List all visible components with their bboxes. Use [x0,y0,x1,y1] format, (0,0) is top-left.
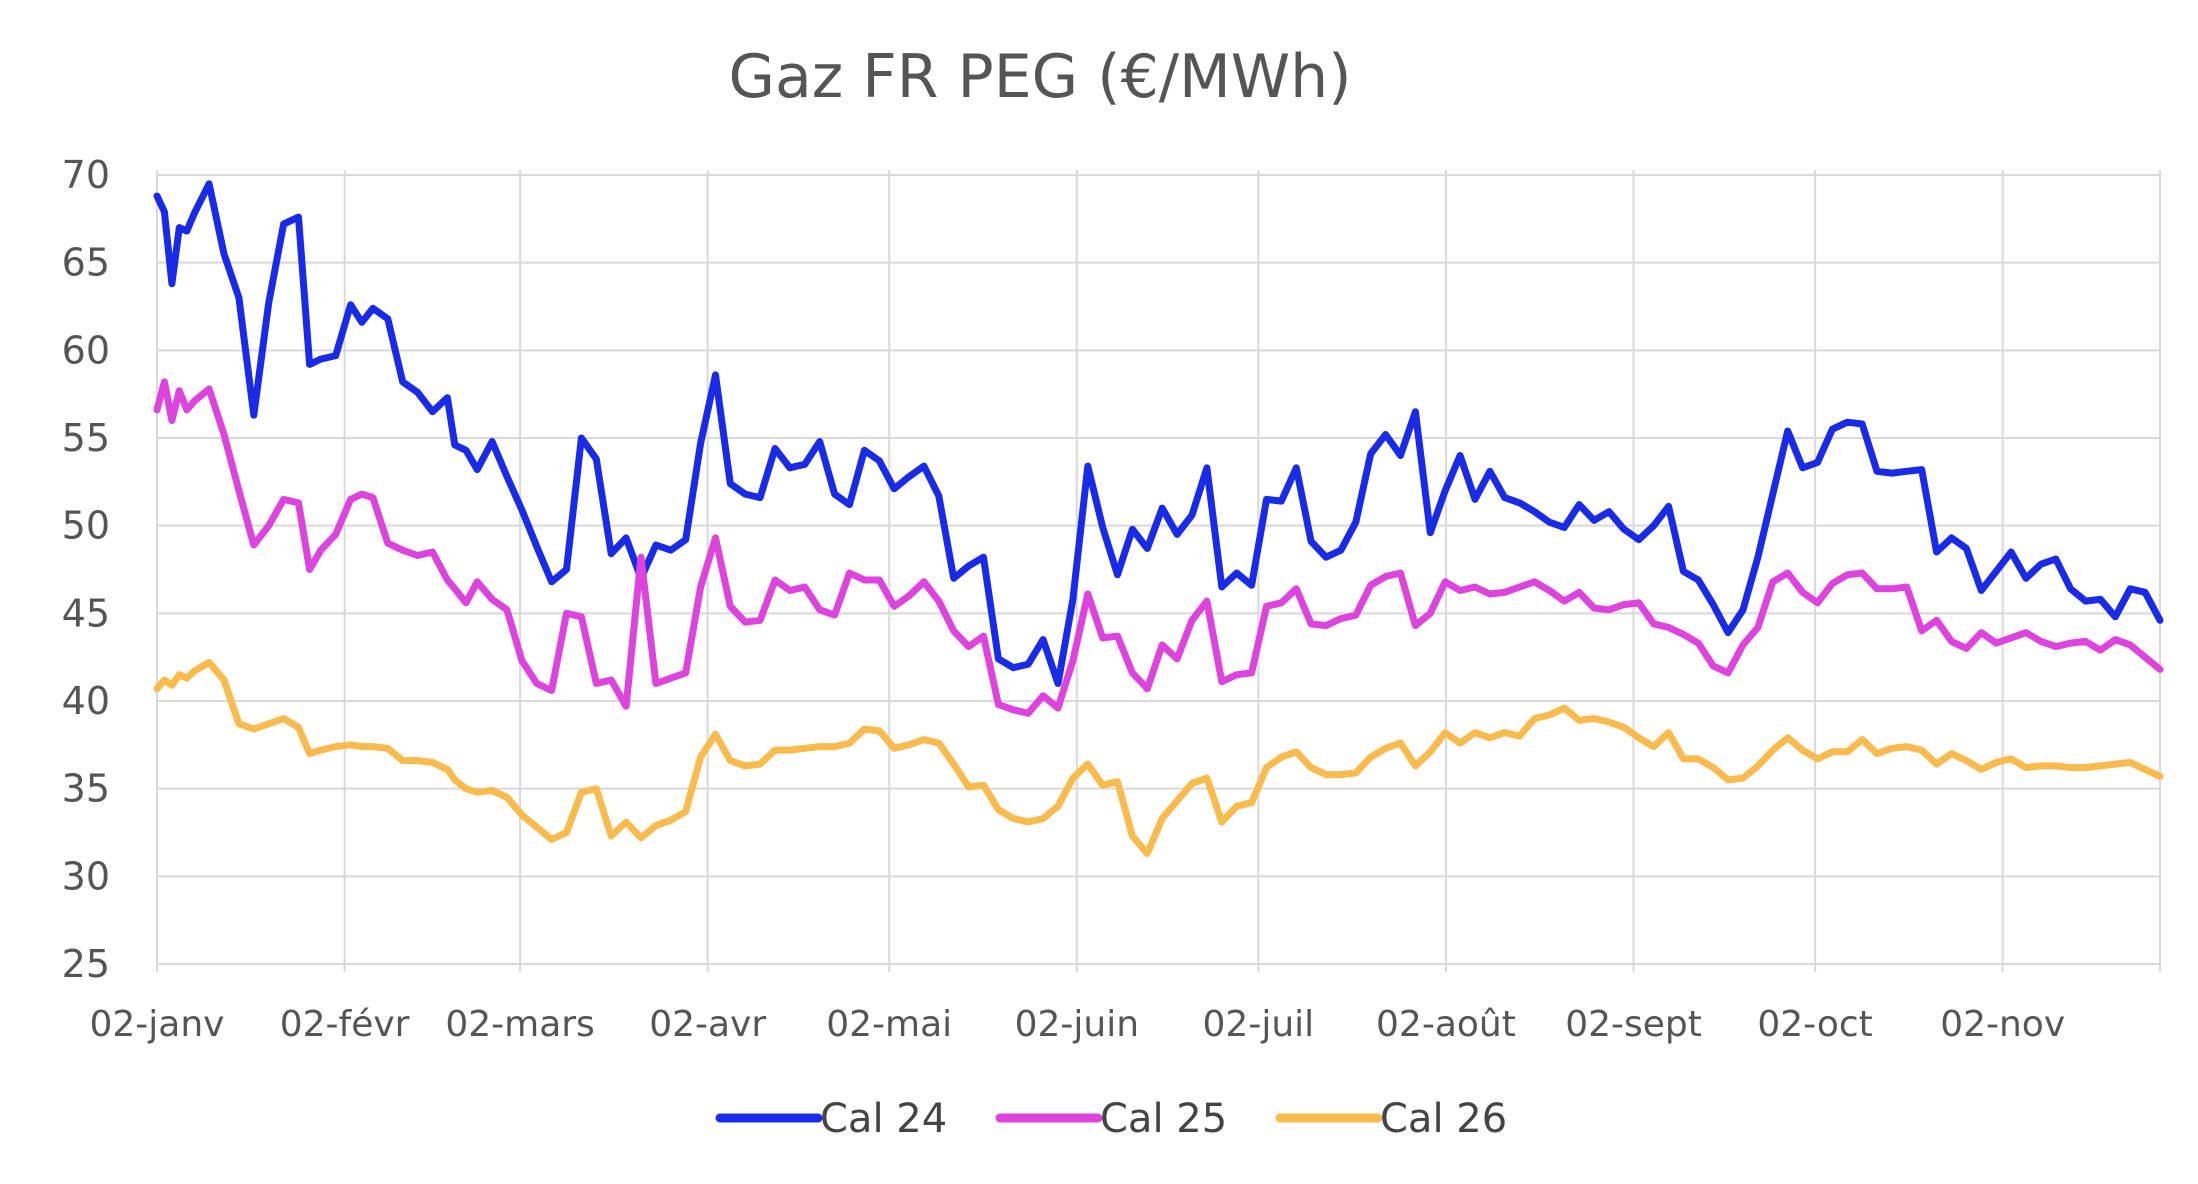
y-tick-label: 45 [62,591,110,635]
y-tick-label: 65 [62,241,110,285]
chart-title: Gaz FR PEG (€/MWh) [728,42,1352,112]
x-tick-label: 02-nov [1940,1004,2065,1045]
y-tick-label: 30 [62,854,110,898]
x-tick-label: 02-juin [1015,1004,1139,1045]
series-lines [153,180,2164,857]
y-tick-label: 60 [62,328,110,372]
x-tick-label: 02-juil [1203,1004,1315,1045]
x-tick-label: 02-mars [445,1004,594,1045]
x-axis-ticks: 02-janv 02-févr 02-mars 02-avr 02-mai 02-juin… [90,1004,2066,1045]
series-line-cal-26 [153,658,2164,857]
legend-label: Cal 24 [820,1096,947,1142]
x-tick-label: 02-févr [280,1004,410,1045]
y-tick-label: 25 [62,942,110,986]
legend: Cal 24 Cal 25 Cal 26 [715,1096,1507,1142]
x-tick-label: 02-août [1376,1004,1516,1045]
legend-label: Cal 26 [1380,1096,1507,1142]
x-tick-label: 02-mai [826,1004,952,1045]
x-tick-label: 02-janv [90,1004,225,1045]
x-tick-label: 02-oct [1757,1004,1872,1045]
y-axis-ticks: 25 30 35 40 45 50 55 60 65 70 [62,153,110,986]
y-tick-label: 70 [62,153,110,197]
y-tick-label: 50 [62,504,110,548]
y-tick-label: 35 [62,767,110,811]
legend-label: Cal 25 [1100,1096,1227,1142]
y-tick-label: 55 [62,416,110,460]
series-line-cal-25 [153,378,2164,717]
x-tick-label: 02-sept [1565,1004,1702,1045]
x-tick-label: 02-avr [649,1004,766,1045]
y-tick-label: 40 [62,679,110,723]
series-line-cal-24 [153,180,2164,687]
